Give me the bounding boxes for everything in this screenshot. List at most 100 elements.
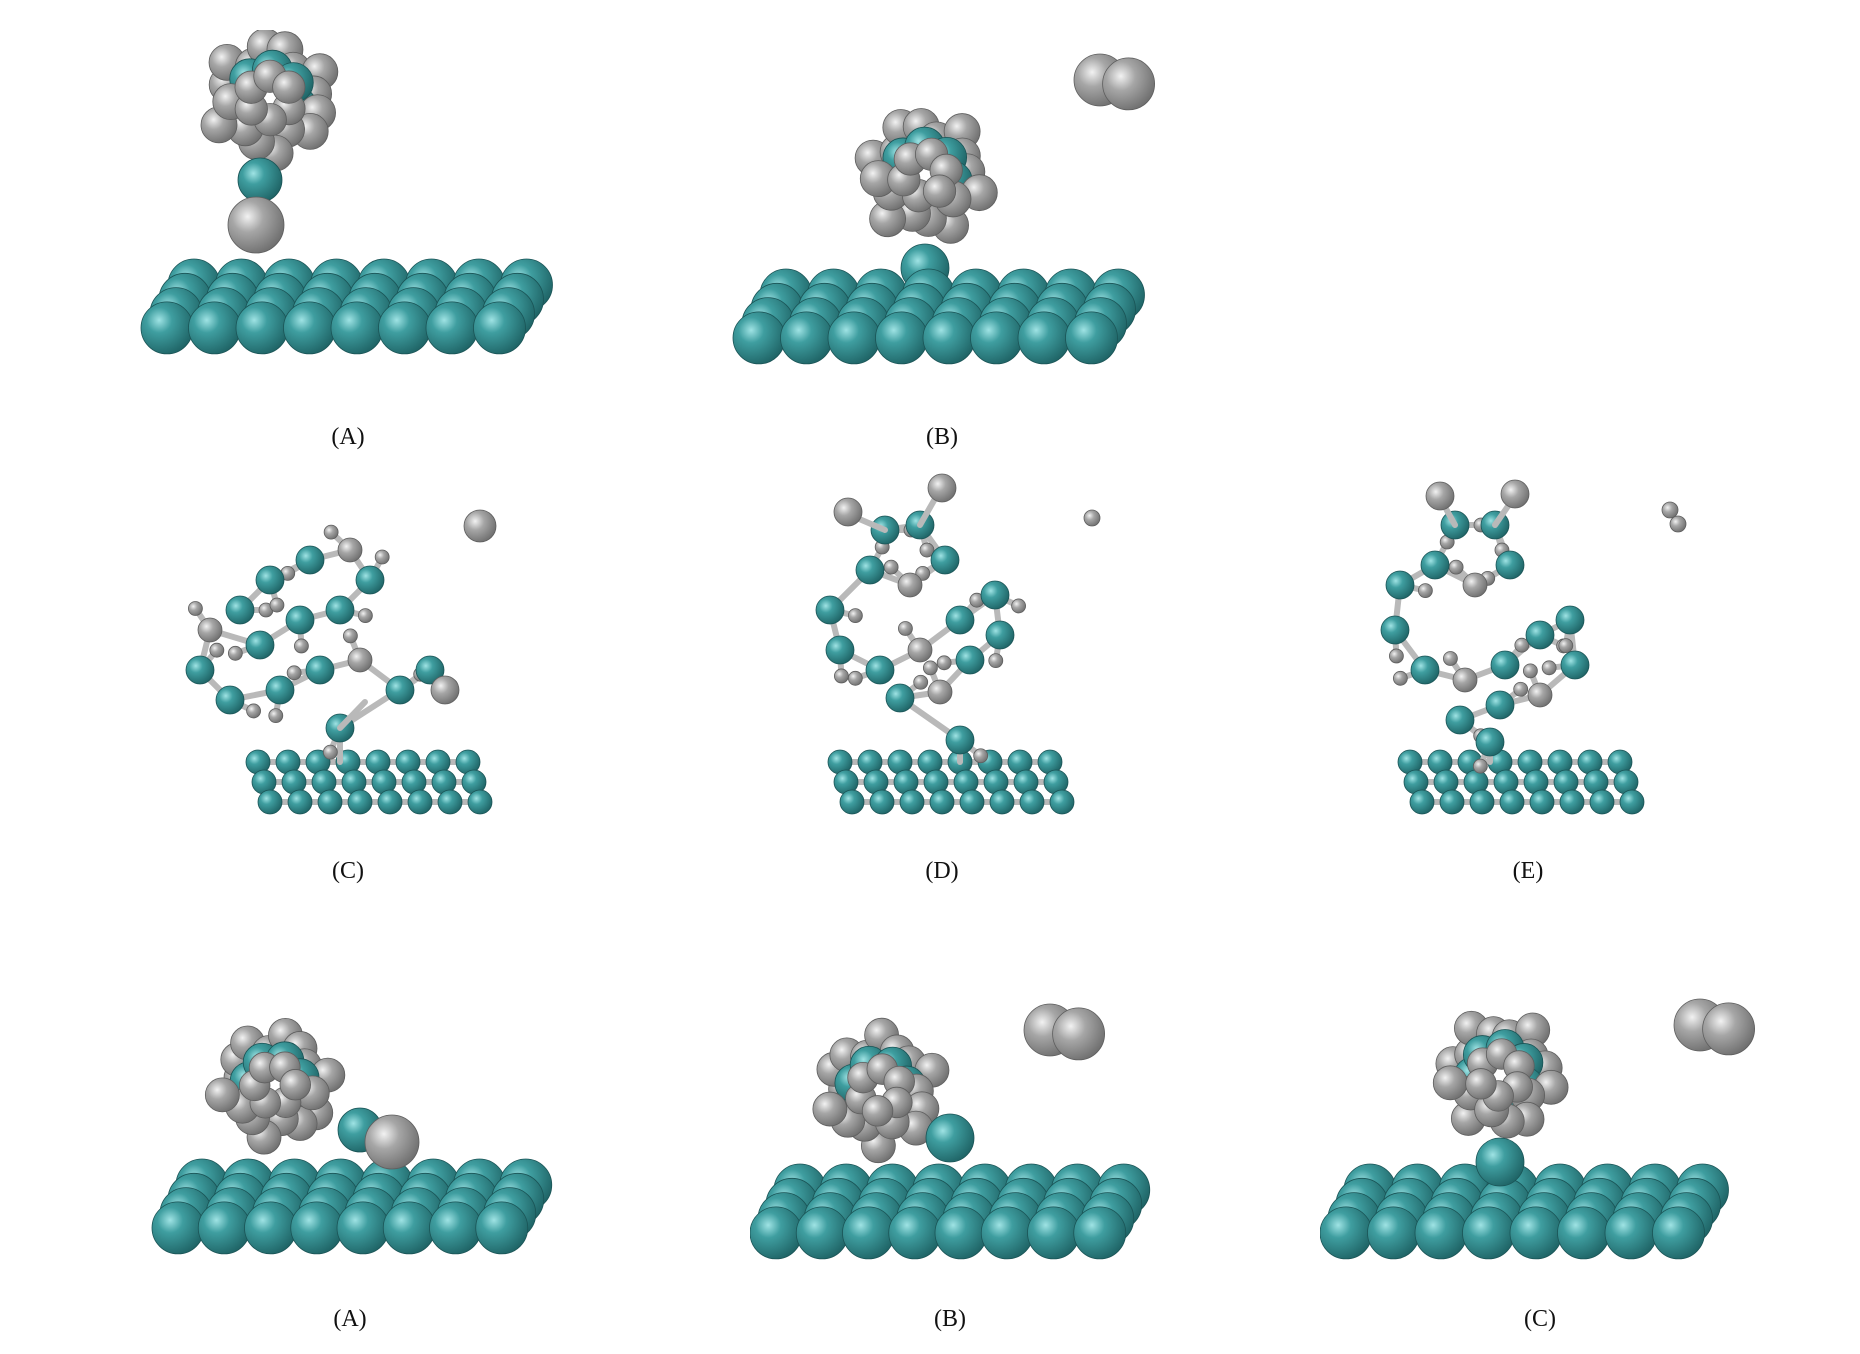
peripheral-hydrogen (1011, 598, 1026, 614)
slab-atom (1499, 789, 1525, 815)
slab-atom (330, 301, 384, 355)
bridging-hydrogen (927, 679, 953, 705)
molecule-metal-atom (985, 620, 1015, 650)
cluster-slab-model-b1 (732, 53, 1156, 365)
molecule-metal-atom (930, 545, 960, 575)
terminal-hydrogen (833, 497, 863, 527)
slab-atom (875, 311, 928, 365)
slab-atom (1652, 1206, 1705, 1260)
peripheral-hydrogen (227, 645, 243, 661)
bridging-hydrogen (897, 572, 923, 598)
slab-atom (750, 1206, 803, 1260)
slab-atom (1604, 1206, 1658, 1260)
slab-atom (1414, 1206, 1468, 1260)
slab-atom (970, 311, 1023, 365)
slab-atom (1559, 789, 1585, 815)
panel-c-bottom-row (1320, 990, 1790, 1290)
panel-a-bottom-row (150, 990, 570, 1290)
slab-atom (347, 789, 373, 815)
molecule-metal-atom (1445, 705, 1475, 735)
peripheral-hydrogen (322, 744, 338, 760)
slab-atom (959, 789, 985, 815)
molecule-metal-atom (980, 580, 1010, 610)
peripheral-hydrogen (246, 703, 261, 719)
slab-atom (934, 1206, 988, 1260)
slab-atom (235, 301, 289, 355)
cluster-hydrogen (812, 1091, 848, 1127)
slab-atom (290, 1201, 344, 1255)
molecule-metal-atom (1560, 650, 1590, 680)
slab-atom (197, 1201, 251, 1255)
molecule-metal-atom (415, 655, 445, 685)
slab-atom (473, 301, 526, 355)
molecule-metal-atom (295, 545, 325, 575)
peripheral-hydrogen (268, 708, 284, 724)
free-hydrogen-atom (1661, 501, 1679, 519)
slab-atom (425, 301, 479, 355)
cluster-hydrogen (204, 1077, 240, 1113)
peripheral-hydrogen (374, 549, 390, 565)
slab-atom (780, 311, 833, 365)
peripheral-hydrogen (286, 665, 302, 681)
molecule-metal-atom (945, 605, 975, 635)
ball-stick-model-d1 (815, 473, 1101, 815)
molecule-metal-atom (385, 675, 415, 705)
slab-atom (467, 789, 493, 815)
peripheral-hydrogen (1558, 638, 1574, 654)
panel-label-c-middle: (C) (332, 858, 364, 884)
bridging-hydrogen (227, 196, 285, 254)
molecule-metal-atom (185, 655, 215, 685)
bridging-hydrogen (347, 647, 373, 673)
peripheral-hydrogen (1541, 660, 1557, 676)
slab-atom (1469, 789, 1495, 815)
molecule-metal-atom (355, 565, 385, 595)
cluster-slab-model-c2 (1320, 998, 1756, 1260)
molecule-metal-atom (265, 675, 295, 705)
slab-atom (1027, 1206, 1080, 1260)
peripheral-hydrogen (209, 642, 225, 658)
panel-label-b-top: (B) (926, 424, 958, 450)
peripheral-hydrogen (1443, 651, 1458, 666)
molecule-metal-atom (885, 683, 915, 713)
terminal-hydrogen (430, 675, 460, 705)
slab-atom (257, 789, 283, 815)
slab-atom (377, 789, 403, 815)
slab-atom (429, 1201, 482, 1255)
molecule-metal-atom (1385, 570, 1415, 600)
slab-atom (188, 301, 241, 355)
slab-atom (827, 311, 881, 365)
peripheral-hydrogen (323, 524, 339, 540)
slab-atom (378, 301, 431, 355)
peripheral-hydrogen (188, 601, 203, 616)
cluster-hydrogen (279, 1069, 311, 1101)
peripheral-hydrogen (973, 748, 989, 764)
cluster-hydrogen (861, 1095, 894, 1127)
peripheral-hydrogen (919, 542, 935, 558)
panel-e-middle-row (1340, 470, 1720, 830)
molecule-metal-atom (285, 605, 315, 635)
anchor-metal-atom (1475, 1137, 1525, 1187)
ball-stick-model-c1 (185, 509, 497, 815)
molecule-metal-atom (815, 595, 845, 625)
peripheral-hydrogen (898, 621, 913, 636)
molecule-metal-atom (1420, 550, 1450, 580)
free-hydrogen-atom (1083, 509, 1101, 527)
molecule-metal-atom (245, 630, 275, 660)
slab-atom (1367, 1206, 1420, 1260)
peripheral-hydrogen (922, 660, 938, 676)
molecule-metal-atom (955, 645, 985, 675)
slab-atom (1462, 1206, 1515, 1260)
bridging-hydrogen (1452, 667, 1478, 693)
slab-atom (1065, 311, 1118, 365)
bond (337, 699, 368, 731)
slab-atom (899, 789, 925, 815)
cluster-slab-model-a1 (140, 30, 553, 355)
molecule-metal-atom (215, 685, 245, 715)
slab-atom (1019, 789, 1045, 815)
slab-atom (140, 301, 194, 355)
molecule-metal-atom (945, 725, 975, 755)
panel-label-e-middle: (E) (1512, 858, 1544, 884)
slab-atom (244, 1201, 297, 1255)
slab-atom (1589, 789, 1615, 815)
slab-atom (283, 301, 336, 355)
